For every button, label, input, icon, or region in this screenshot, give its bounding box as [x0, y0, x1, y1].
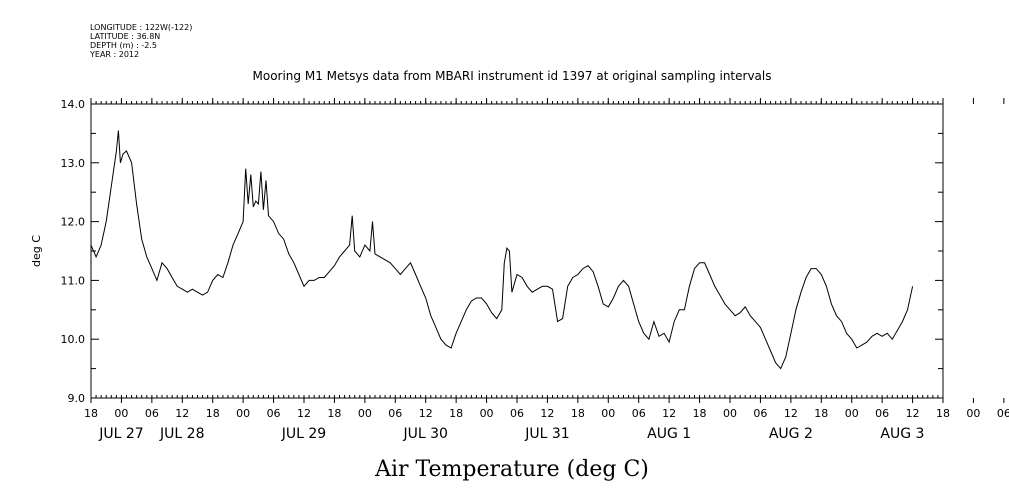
meta-year: YEAR : 2012 — [89, 50, 139, 59]
x-tick-label: 12 — [540, 407, 554, 420]
y-tick-label: 9.0 — [68, 392, 86, 405]
y-axis: 9.0 10.0 11.0 12.0 13.0 14.0 — [61, 98, 943, 405]
x-tick-label: 06 — [145, 407, 159, 420]
x-tick-label: 18 — [936, 407, 950, 420]
x-tick-label: 18 — [327, 407, 341, 420]
x-tick-label: 06 — [753, 407, 767, 420]
x-tick-label: 18 — [571, 407, 585, 420]
x-tick-label: 00 — [845, 407, 859, 420]
x-tick-label: 06 — [510, 407, 524, 420]
x-tick-label: 12 — [419, 407, 433, 420]
x-tick-label: 00 — [966, 407, 980, 420]
x-tick-label: 00 — [480, 407, 494, 420]
x-tick-label: 18 — [814, 407, 828, 420]
plot-frame — [90, 103, 944, 399]
chart-title: Mooring M1 Metsys data from MBARI instru… — [253, 69, 772, 83]
x-date-label: JUL 29 — [281, 426, 326, 442]
minor-ticks — [90, 101, 944, 398]
meta-latitude: LATITUDE : 36.8N — [90, 32, 160, 41]
x-tick-label: 12 — [906, 407, 920, 420]
meta-longitude: LONGITUDE : 122W(-122) — [90, 23, 192, 32]
x-date-label: JUL 27 — [98, 426, 143, 442]
x-date-label: AUG 1 — [647, 426, 691, 442]
x-tick-label: 00 — [358, 407, 372, 420]
x-axis-label: Air Temperature (deg C) — [374, 457, 649, 482]
x-tick-label: 12 — [784, 407, 798, 420]
x-tick-label: 00 — [236, 407, 250, 420]
meta-depth: DEPTH (m) : -2.5 — [90, 41, 157, 50]
x-tick-label: 00 — [723, 407, 737, 420]
x-tick-label: 18 — [206, 407, 220, 420]
y-tick-label: 10.0 — [61, 333, 86, 346]
y-tick-label: 12.0 — [61, 216, 86, 229]
x-tick-label: 00 — [601, 407, 615, 420]
x-tick-label: 18 — [84, 407, 98, 420]
y-tick-label: 13.0 — [61, 157, 86, 170]
y-tick-label: 14.0 — [61, 98, 86, 111]
x-tick-label: 12 — [175, 407, 189, 420]
x-tick-label: 12 — [297, 407, 311, 420]
x-axis: 18 00 06 12 18 00 06 12 18 00 06 12 18 00 06 12 18 00 06 12… — [84, 98, 1009, 442]
y-axis-label: deg C — [30, 235, 43, 267]
x-tick-label: 18 — [693, 407, 707, 420]
x-tick-label: 12 — [662, 407, 676, 420]
x-date-label: AUG 2 — [769, 426, 813, 442]
series-line — [90, 130, 914, 370]
x-date-label: JUL 28 — [159, 426, 204, 442]
x-tick-label: 00 — [114, 407, 128, 420]
y-tick-label: 11.0 — [61, 274, 86, 287]
x-date-label: AUG 3 — [880, 426, 924, 442]
x-tick-label: 06 — [267, 407, 281, 420]
x-tick-label: 06 — [875, 407, 889, 420]
x-date-label: JUL 30 — [402, 426, 447, 442]
x-date-label: JUL 31 — [524, 426, 569, 442]
x-tick-label: 06 — [632, 407, 646, 420]
x-tick-label: 06 — [997, 407, 1009, 420]
x-tick-label: 18 — [449, 407, 463, 420]
x-tick-label: 06 — [388, 407, 402, 420]
